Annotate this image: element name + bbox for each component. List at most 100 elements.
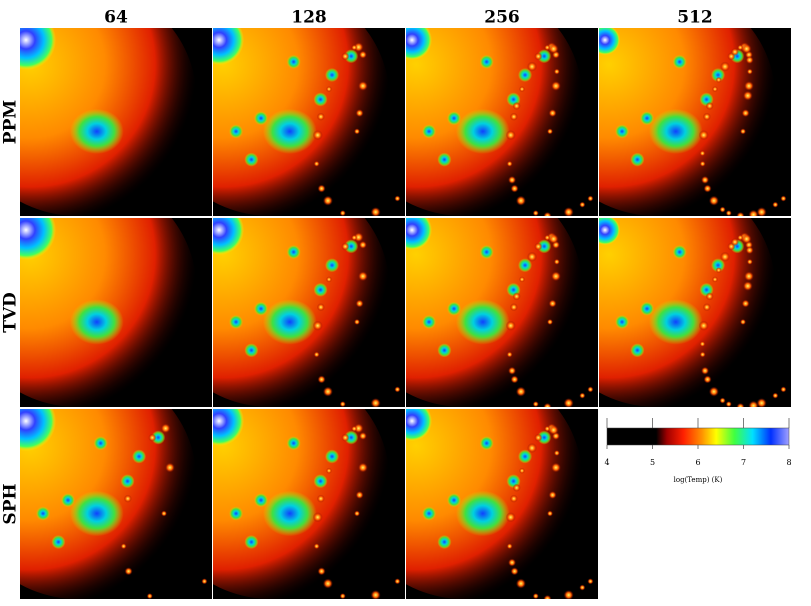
hot-spot xyxy=(736,402,745,407)
hot-spot xyxy=(508,558,517,567)
hot-spot xyxy=(506,160,513,167)
simulation-panel xyxy=(20,218,212,407)
hot-spot xyxy=(553,450,560,457)
halo xyxy=(344,430,359,445)
hot-spot xyxy=(510,567,519,576)
halo xyxy=(518,68,533,82)
panel-content xyxy=(406,218,598,407)
hot-spot xyxy=(587,195,594,202)
hot-spot xyxy=(743,271,754,282)
column-header: 64 xyxy=(104,8,128,28)
halo xyxy=(447,493,461,508)
hot-spot xyxy=(358,50,367,59)
hot-spot xyxy=(730,47,739,56)
hot-spot xyxy=(740,128,746,135)
hot-spot xyxy=(312,130,323,141)
corner-hotspot xyxy=(406,218,432,250)
hot-core xyxy=(69,490,124,537)
hot-spot xyxy=(124,567,133,576)
hot-spot xyxy=(708,195,719,206)
hot-spot xyxy=(316,112,325,121)
halo xyxy=(630,343,645,358)
simulation-panel xyxy=(599,218,791,407)
halo xyxy=(244,343,259,358)
halo xyxy=(151,430,166,445)
hot-spot xyxy=(742,281,753,292)
simulation-panel xyxy=(213,409,405,599)
hot-spot xyxy=(807,155,811,165)
colorbar-tick-label: 4 xyxy=(604,458,609,467)
hot-spot xyxy=(553,68,560,75)
hot-spot xyxy=(357,271,368,282)
halo xyxy=(313,282,328,297)
hot-core xyxy=(69,299,124,345)
panel-content xyxy=(20,28,212,216)
hot-spot xyxy=(563,590,574,599)
corner-hotspot xyxy=(20,409,56,451)
column-header: 256 xyxy=(484,8,520,28)
hot-spot xyxy=(505,512,516,523)
hot-spot xyxy=(341,433,350,442)
halo xyxy=(437,535,452,549)
hot-spot xyxy=(358,432,367,441)
simulation-panel xyxy=(599,28,811,216)
hot-spot xyxy=(741,233,752,244)
halo xyxy=(286,436,301,451)
hot-spot xyxy=(720,251,731,262)
hot-spot xyxy=(201,578,208,585)
hot-spot xyxy=(313,543,320,550)
hot-spot xyxy=(550,462,561,473)
halo xyxy=(244,152,259,167)
hot-spot xyxy=(357,80,368,91)
hot-spot xyxy=(515,386,526,397)
hot-spot xyxy=(394,578,401,585)
hot-spot xyxy=(120,543,127,550)
halo xyxy=(537,239,552,254)
row-label: PPM xyxy=(1,100,21,145)
hot-spot xyxy=(512,483,521,492)
halo xyxy=(254,111,268,126)
hot-spot xyxy=(509,494,518,503)
hot-spot xyxy=(699,351,706,358)
hot-spot xyxy=(550,80,561,91)
hot-spot xyxy=(357,462,368,473)
hot-spot xyxy=(339,210,346,216)
colorbar-tick-label: 6 xyxy=(695,458,700,467)
hot-spot xyxy=(701,366,710,375)
hot-spot xyxy=(317,184,326,193)
corner-hotspot xyxy=(599,28,620,55)
hot-core xyxy=(69,108,124,154)
hot-spot xyxy=(741,299,750,308)
hot-spot xyxy=(510,375,519,384)
hot-spot xyxy=(730,238,739,247)
column-header: 512 xyxy=(677,8,713,28)
hot-spot xyxy=(599,564,607,572)
hot-spot xyxy=(543,594,552,599)
hot-spot xyxy=(715,267,722,274)
hot-spot xyxy=(509,303,518,312)
colorbar: 4 5 6 7 8 log(Temp) (K) xyxy=(604,418,792,484)
hot-spot xyxy=(725,401,732,407)
hot-spot xyxy=(699,160,706,167)
hot-spot xyxy=(394,195,401,202)
corner-hotspot xyxy=(213,28,244,65)
hot-spot xyxy=(322,386,333,397)
hot-spot xyxy=(547,510,553,517)
hot-spot xyxy=(711,86,718,93)
halo xyxy=(132,449,147,464)
hot-spot xyxy=(325,467,332,474)
hot-spot xyxy=(351,234,358,241)
colorbar-tick-label: 7 xyxy=(741,458,746,467)
hot-spot xyxy=(742,90,753,101)
hot-spot xyxy=(534,52,543,61)
hot-spot xyxy=(518,276,525,283)
corner-hotspot xyxy=(406,409,432,441)
halo xyxy=(422,506,437,521)
corner-hotspot xyxy=(213,409,244,446)
hot-spot xyxy=(123,494,132,503)
hot-spot xyxy=(316,494,325,503)
simulation-panel xyxy=(20,409,212,599)
hot-spot xyxy=(702,303,711,312)
hot-spot xyxy=(532,401,539,407)
hot-core xyxy=(455,490,510,537)
